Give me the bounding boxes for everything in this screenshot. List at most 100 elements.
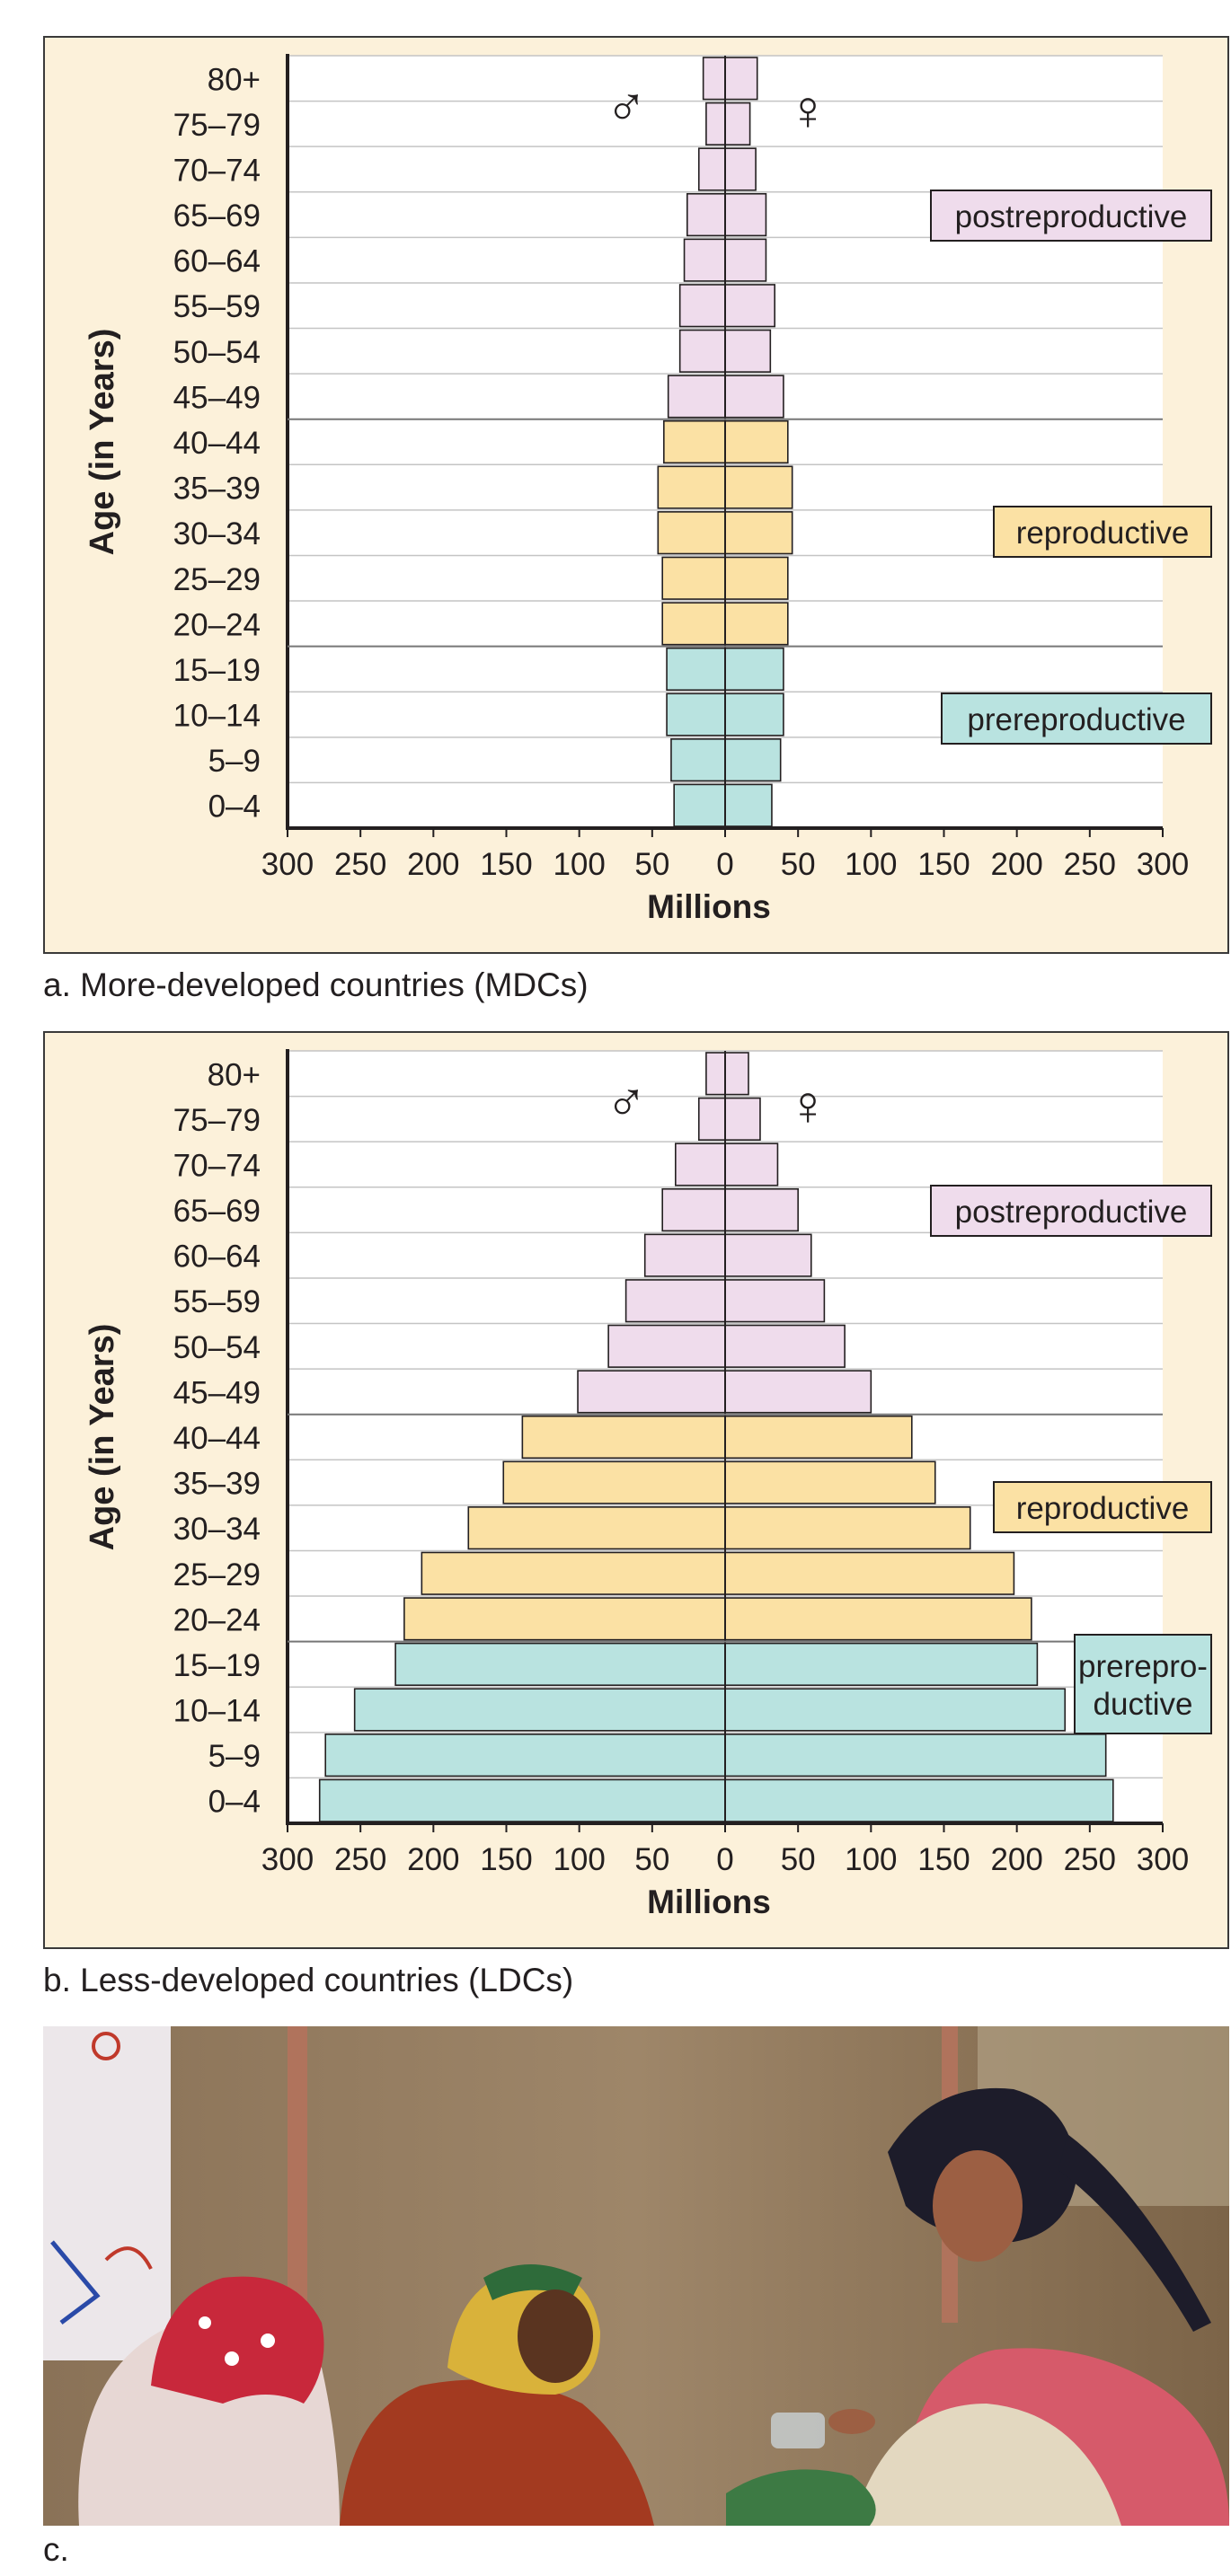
x-tick-label: 50 <box>781 847 816 882</box>
x-tick-label: 200 <box>407 1842 459 1877</box>
bar-female <box>724 375 784 419</box>
bar-male <box>697 1097 726 1141</box>
bar-male <box>697 147 726 191</box>
x-tick-label: 200 <box>990 847 1042 882</box>
age-tick-label: 55–59 <box>173 1284 261 1319</box>
bar-female <box>724 1778 1114 1822</box>
bar-male <box>643 1233 726 1277</box>
bar-female <box>724 1642 1039 1687</box>
x-tick-label: 200 <box>990 1842 1042 1877</box>
group-label: ductive <box>1094 1687 1193 1722</box>
age-tick-label: 75–79 <box>173 108 261 143</box>
bar-male <box>705 1052 726 1096</box>
age-tick-label: 25–29 <box>173 1557 261 1592</box>
bar-female <box>724 284 775 328</box>
x-tick-label: 100 <box>845 1842 897 1877</box>
bar-male <box>318 1778 726 1822</box>
caption-ldc: b. Less-developed countries (LDCs) <box>43 1962 574 1998</box>
bar-male <box>577 1370 726 1414</box>
x-tick-label: 250 <box>1064 1842 1116 1877</box>
x-tick-label: 250 <box>334 1842 386 1877</box>
x-tick-label: 50 <box>634 847 669 882</box>
group-label: postreproductive <box>955 1195 1188 1230</box>
bar-female <box>724 147 757 191</box>
bar-female <box>724 1097 761 1141</box>
bar-male <box>661 602 726 646</box>
age-tick-label: 30–34 <box>173 1512 261 1547</box>
x-tick-label: 300 <box>1137 847 1189 882</box>
age-tick-label: 35–39 <box>173 1467 261 1502</box>
male-symbol: ♂ <box>606 1072 648 1134</box>
age-tick-label: 25–29 <box>173 562 261 597</box>
age-tick-label: 70–74 <box>173 1148 261 1183</box>
bar-female <box>724 647 784 692</box>
bar-male <box>702 57 726 101</box>
age-tick-label: 50–54 <box>173 1330 261 1365</box>
age-tick-label: 70–74 <box>173 153 261 188</box>
group-label: prereproductive <box>967 702 1185 737</box>
group-label: reproductive <box>1016 1491 1190 1526</box>
bar-male <box>394 1642 726 1687</box>
bar-male <box>686 192 726 237</box>
age-tick-label: 20–24 <box>173 1602 261 1637</box>
bar-female <box>724 783 773 827</box>
age-tick-label: 15–19 <box>173 1648 261 1683</box>
group-label: prerepro- <box>1078 1649 1208 1684</box>
age-tick-label: 0–4 <box>208 790 261 825</box>
bar-male <box>670 738 726 782</box>
x-tick-label: 150 <box>917 1842 970 1877</box>
bar-female <box>724 1688 1067 1732</box>
age-tick-label: 60–64 <box>173 1239 261 1275</box>
x-axis-label: Millions <box>647 888 771 925</box>
bar-female <box>724 1551 1015 1595</box>
bar-female <box>724 1324 846 1368</box>
x-tick-label: 150 <box>480 847 532 882</box>
bar-male <box>666 693 726 737</box>
x-tick-label: 150 <box>917 847 970 882</box>
bar-female <box>724 1460 936 1504</box>
bar-female <box>724 1734 1107 1778</box>
bar-female <box>724 1415 913 1460</box>
female-symbol: ♀ <box>787 1075 829 1137</box>
bar-female <box>724 1233 812 1277</box>
group-label: postreproductive <box>955 199 1188 234</box>
bar-female <box>724 1506 971 1550</box>
age-tick-label: 30–34 <box>173 516 261 551</box>
bar-female <box>724 192 767 237</box>
male-symbol: ♂ <box>606 76 648 138</box>
chart-panel-ldc: 80+ 75–79 70–74 65–69 60–64 55–59 50–54 45–49 40… <box>43 1031 1229 1949</box>
age-tick-label: 75–79 <box>173 1103 261 1138</box>
bar-male <box>421 1551 726 1595</box>
age-tick-label: 10–14 <box>173 1694 261 1729</box>
bar-female <box>724 1052 749 1096</box>
bar-male <box>324 1734 726 1778</box>
group-label-box <box>1074 1634 1212 1734</box>
bar-male <box>661 556 726 600</box>
age-tick-label: 65–69 <box>173 1194 261 1229</box>
bar-female <box>724 1370 872 1414</box>
caption-mdc: a. More-developed countries (MDCs) <box>43 966 589 1003</box>
bar-male <box>502 1460 726 1504</box>
bar-male <box>683 238 726 282</box>
photo-illustration <box>43 2026 1229 2526</box>
x-tick-label: 0 <box>716 1842 733 1877</box>
age-tick-label: 45–49 <box>173 380 261 415</box>
bar-female <box>724 101 751 146</box>
age-tick-label: 55–59 <box>173 289 261 324</box>
age-tick-label: 80+ <box>208 62 261 97</box>
photo-family-planning <box>43 2026 1229 2526</box>
age-tick-label: 45–49 <box>173 1375 261 1410</box>
bar-female <box>724 1279 826 1323</box>
bar-female <box>724 1597 1032 1641</box>
population-pyramid-ldc: 80+ 75–79 70–74 65–69 60–64 55–59 50–54 45–49 40… <box>84 1049 1212 1920</box>
bar-female <box>724 1187 799 1232</box>
bar-male <box>657 465 726 509</box>
group-label-box <box>930 190 1212 242</box>
bar-female <box>724 693 784 737</box>
y-axis-label: Age (in Years) <box>84 329 121 556</box>
group-label-box <box>993 1481 1212 1533</box>
age-tick-label: 40–44 <box>173 1421 261 1456</box>
age-tick-label: 20–24 <box>173 607 261 642</box>
x-tick-label: 100 <box>553 1842 605 1877</box>
bar-female <box>724 57 758 101</box>
